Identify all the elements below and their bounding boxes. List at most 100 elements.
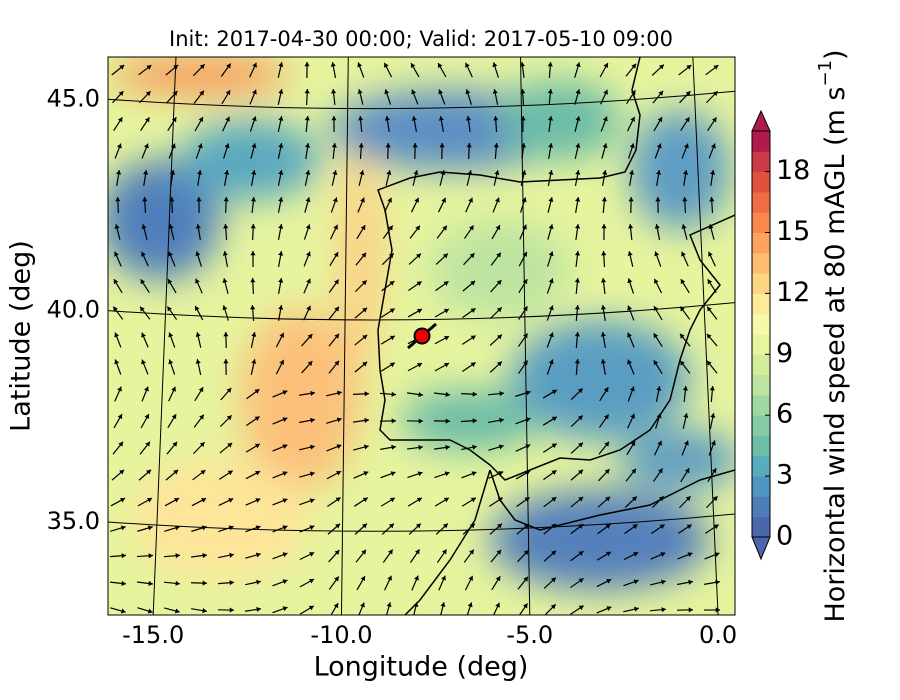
- wind-arrow-head: [444, 471, 450, 477]
- wind-arrow-head: [605, 496, 610, 502]
- wind-arrow-head: [364, 417, 369, 424]
- wind-arrow-head: [309, 471, 315, 477]
- wind-arrow-head: [195, 332, 201, 337]
- wind-arrow-head: [442, 253, 448, 259]
- wind-arrow-head: [706, 360, 712, 366]
- wind-arrow-head: [523, 550, 529, 556]
- wind-arrow-head: [628, 224, 634, 229]
- wind-arrow-head: [121, 580, 126, 586]
- wind-arrow-head: [469, 253, 475, 259]
- wind-arrow-head: [331, 143, 337, 148]
- wind-arrow-head: [304, 62, 310, 67]
- wind-arrow-head: [658, 64, 664, 70]
- wind-arrow-head: [687, 552, 693, 558]
- wind-arrow-head: [337, 390, 342, 396]
- wind-arrow-head: [416, 281, 422, 287]
- wind-field: [108, 57, 735, 615]
- wind-arrow-head: [168, 251, 173, 257]
- wind-arrow-head: [628, 197, 634, 202]
- wind-arrow-head: [308, 605, 314, 611]
- wind-arrow-head: [499, 417, 504, 423]
- wind-arrow-head: [465, 62, 470, 68]
- wind-arrow-head: [605, 551, 611, 557]
- plot-frame: [107, 56, 736, 616]
- wind-arrow-head: [250, 305, 256, 310]
- wind-arrow-head: [223, 332, 229, 337]
- wind-arrow-head: [600, 278, 607, 283]
- wind-arrow-head: [332, 170, 338, 175]
- wind-arrow-head: [657, 117, 663, 123]
- wind-arrow-head: [600, 359, 606, 364]
- wind-arrow-head: [631, 63, 637, 69]
- wind-arrow-head: [331, 116, 337, 121]
- wind-arrow-head: [574, 305, 580, 310]
- wind-arrow-head: [202, 608, 207, 614]
- wind-arrow-head: [255, 552, 261, 558]
- y-axis-label: Latitude (deg): [6, 240, 37, 432]
- wind-arrow-head: [547, 89, 553, 94]
- wind-arrow-head: [442, 225, 447, 231]
- wind-arrow-head: [657, 440, 662, 446]
- wind-arrow-head: [606, 606, 612, 611]
- meridian: [520, 57, 531, 615]
- wind-arrow-head: [384, 116, 390, 121]
- colorbar-extend-low: [751, 536, 771, 561]
- wind-arrow-head: [305, 224, 311, 230]
- wind-arrow-head: [144, 386, 149, 392]
- wind-arrow-head: [310, 390, 315, 396]
- wind-arrow-head: [551, 550, 557, 556]
- wind-arrow-head: [414, 549, 420, 555]
- wind-arrow-head: [196, 197, 202, 202]
- wind-arrow-head: [225, 116, 230, 122]
- wind-arrow-head: [633, 579, 639, 585]
- wind-arrow-head: [171, 386, 176, 392]
- wind-arrow-head: [384, 62, 389, 68]
- wind-arrow-head: [226, 415, 232, 421]
- wind-arrow-head: [386, 602, 392, 608]
- wind-arrow-head: [360, 576, 366, 582]
- colorbar-extend-high: [751, 109, 771, 132]
- wind-arrow-head: [416, 253, 421, 259]
- wind-arrow-head: [495, 602, 500, 608]
- wind-arrow-head: [627, 332, 632, 338]
- wind-arrow-head: [113, 306, 118, 312]
- wind-arrow-head: [577, 388, 583, 394]
- wind-arrow-head: [278, 143, 284, 148]
- colorbar-segment: [752, 455, 770, 477]
- colorbar-segment: [752, 476, 770, 497]
- wind-arrow-head: [307, 334, 313, 339]
- wind-arrow-head: [334, 360, 340, 366]
- colorbar-label-text: Horizontal wind speed at 80 mAGL (m s: [820, 87, 851, 623]
- wind-arrow-head: [551, 497, 557, 502]
- wind-arrow-head: [548, 224, 554, 230]
- wind-arrow-head: [713, 65, 719, 70]
- wind-arrow-head: [223, 224, 229, 229]
- wind-arrow-head: [602, 143, 608, 149]
- wind-arrow-head: [603, 89, 608, 95]
- wind-arrow-head: [710, 143, 716, 149]
- meridian: [692, 57, 719, 615]
- wind-arrow-head: [683, 440, 689, 446]
- wind-arrow-head: [603, 387, 609, 393]
- wind-arrow-head: [252, 62, 257, 68]
- wind-arrow-head: [256, 606, 261, 612]
- wind-arrow-head: [333, 252, 339, 258]
- colorbar-segment: [752, 191, 770, 213]
- wind-arrow-head: [357, 62, 363, 68]
- wind-arrow-head: [680, 360, 685, 366]
- wind-arrow-head: [362, 334, 368, 340]
- wind-arrow-head: [472, 444, 477, 450]
- wind-arrow-head: [438, 116, 444, 121]
- wind-arrow-head: [143, 170, 149, 175]
- wind-arrow-head: [578, 469, 584, 475]
- wind-arrow-head: [388, 549, 393, 555]
- site-marker: [407, 322, 437, 350]
- wind-arrow-head: [387, 197, 392, 203]
- wind-arrow-head: [389, 308, 395, 314]
- wind-arrow-head: [653, 360, 659, 366]
- wind-arrow-head: [525, 390, 531, 396]
- wind-arrow-head: [492, 89, 498, 94]
- wind-arrow-head: [468, 197, 473, 203]
- wind-arrow-head: [548, 332, 554, 338]
